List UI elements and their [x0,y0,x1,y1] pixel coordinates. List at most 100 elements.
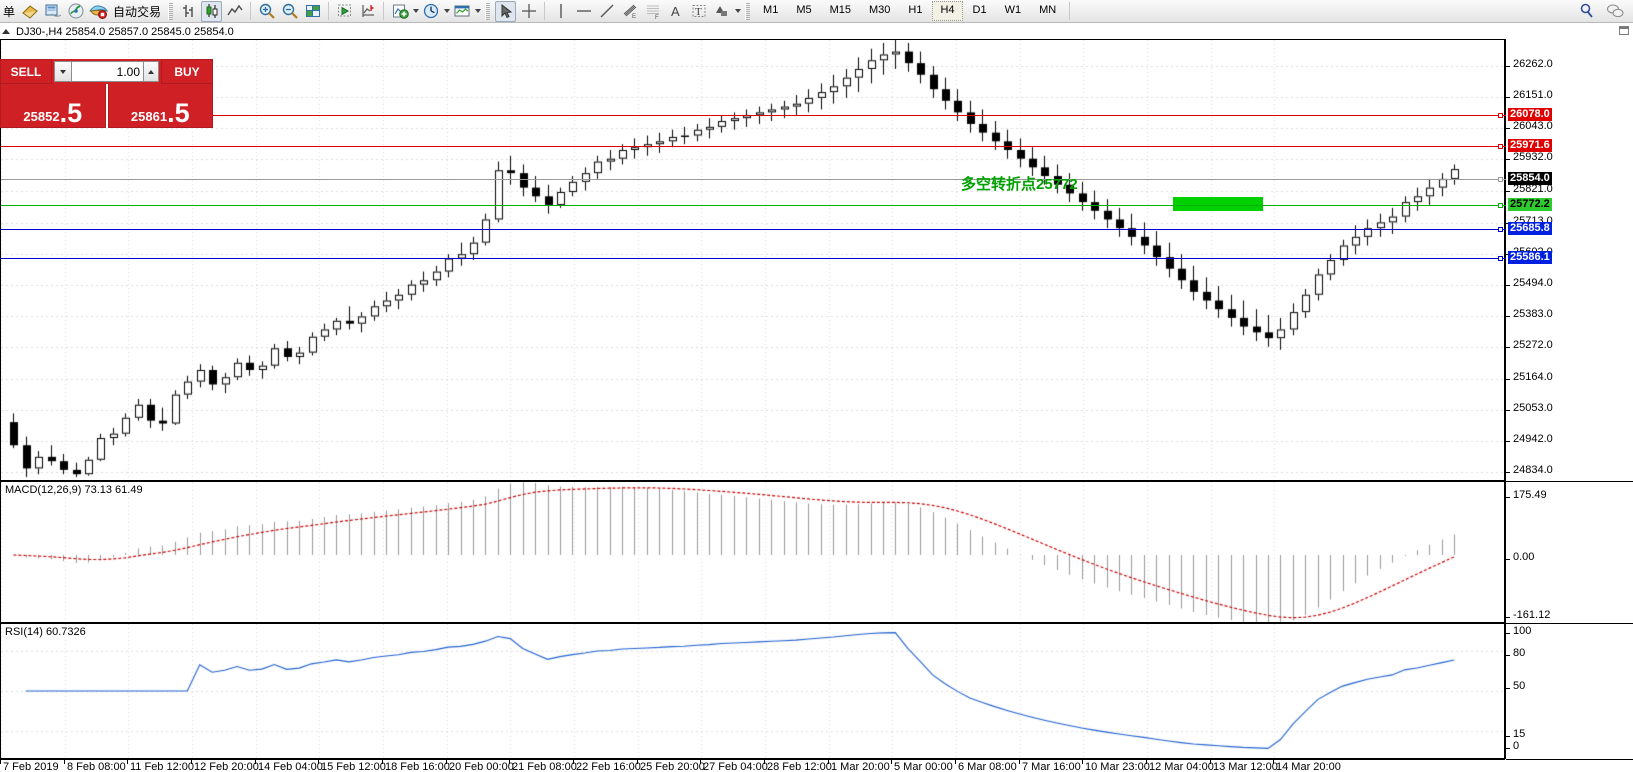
support-line-25685-handle[interactable] [1498,227,1503,232]
toolbar-grip-1[interactable] [168,2,174,20]
volume-control: 1.00 [52,59,161,84]
current-price-line-25854-handle[interactable] [1498,177,1503,182]
templates-icon[interactable] [451,1,472,22]
price-pane[interactable]: 多空转折点25772 [0,39,1506,481]
equidistant-channel-icon[interactable]: E [619,1,640,22]
support-line-25772[interactable] [1,205,1506,206]
timeframe-h1[interactable]: H1 [908,4,923,16]
time-scale-tick-label: 13 Mar 12:00 [1213,761,1278,772]
price-scale-tick-label: 0.00 [1513,551,1535,563]
line-chart-icon[interactable] [224,1,245,22]
sell-price-button[interactable]: 25852 .5 [0,84,106,128]
price-scale-tick-label: 25821.0 [1513,183,1553,195]
timeframe-h4[interactable]: H4 [932,1,963,21]
support-line-25685[interactable] [1,229,1506,230]
fibonacci-retracement-icon[interactable]: F [642,1,663,22]
chart-window: DJ30-,H4 25854.0 25857.0 25845.0 25854.0… [0,23,1633,772]
search-icon[interactable] [1576,1,1597,22]
resistance-line-26078-handle[interactable] [1498,113,1503,118]
navigator-icon[interactable] [65,1,86,22]
timeframe-m30[interactable]: M30 [869,4,891,16]
time-scale-tick-label: 1 Mar 20:00 [831,761,890,772]
buy-price-button[interactable]: 25861 .5 [107,84,214,128]
macd-pane[interactable]: MACD(12,26,9) 73.13 61.49 [0,481,1505,623]
price-scale-tick-label: 80 [1513,647,1526,659]
price-scale-separator [1506,481,1633,482]
price-scale-separator [1506,759,1633,760]
highlight-rectangle[interactable] [1173,197,1263,211]
time-scale-tick-label: 12 Feb 20:00 [194,761,259,772]
support-line-25772-tag[interactable]: 25772.2 [1508,198,1552,211]
shapes-dropdown-icon[interactable] [735,9,742,13]
chart-shift-icon[interactable] [357,1,378,22]
chat-icon[interactable] [1604,1,1625,22]
toolbar-grip-2[interactable] [485,2,491,20]
volume-increase-button[interactable] [143,61,159,82]
collapse-triangle-icon[interactable] [2,29,10,34]
chart-grid-icon[interactable] [302,1,323,22]
autotrading-icon[interactable] [88,1,109,22]
timeframe-m15[interactable]: M15 [829,4,851,16]
timeframe-mn[interactable]: MN [1039,4,1057,16]
price-scale[interactable]: 26262.0 26151.0 26043.0 25932.0 25821.0 25713… [1505,39,1633,760]
bar-chart-icon[interactable] [178,1,199,22]
rsi-pane[interactable]: RSI(14) 60.7326 [0,623,1505,759]
support-line-25685-tag[interactable]: 25685.8 [1508,222,1552,235]
toolbar-grip-3[interactable] [745,2,751,20]
resistance-line-25971-tag[interactable]: 25971.6 [1508,139,1552,152]
resistance-line-26078-tag[interactable]: 26078.0 [1508,108,1552,121]
candlestick-chart-icon[interactable] [201,0,223,22]
templates-dropdown-icon[interactable] [475,9,482,13]
restore-window-button[interactable] [1619,26,1629,35]
toolbar-separator-2 [328,2,330,20]
time-scale-tick-label: 11 Feb 12:00 [130,761,195,772]
support-line-25586-handle[interactable] [1498,256,1503,261]
timeframe-m5[interactable]: M5 [796,4,812,16]
text-label-icon[interactable]: T [688,1,709,22]
price-scale-tick-label: 25383.0 [1513,308,1553,320]
vertical-line-icon[interactable] [550,1,571,22]
new-order-label-cut[interactable]: 单 [3,4,16,19]
support-line-25586[interactable] [1,258,1506,259]
zoom-out-icon[interactable] [279,1,300,22]
chart-annotation-text[interactable]: 多空转折点25772 [961,176,1078,193]
trendline-icon[interactable] [596,1,617,22]
terminal-icon[interactable] [19,1,40,22]
timeframe-d1[interactable]: D1 [972,4,987,16]
market-watch-icon[interactable] [42,1,63,22]
support-line-25772-handle[interactable] [1498,203,1503,208]
timeframe-m1[interactable]: M1 [763,4,779,16]
auto-scroll-icon[interactable] [334,1,355,22]
periodicity-icon[interactable] [420,1,441,22]
time-scale-tick-label: 12 Mar 04:00 [1149,761,1214,772]
price-scale-tick-label: 25053.0 [1513,402,1553,414]
price-scale-tick-label: 15 [1513,728,1526,740]
buy-button-label[interactable]: BUY [161,59,213,84]
zoom-in-icon[interactable] [256,1,277,22]
volume-dropdown-button[interactable] [54,61,72,82]
resistance-line-26078[interactable] [1,115,1506,116]
time-scale-tick-label: 27 Feb 04:00 [703,761,768,772]
timeframe-w1[interactable]: W1 [1004,4,1022,16]
add-indicator-dropdown-icon[interactable] [413,9,420,13]
shapes-icon[interactable] [711,1,732,22]
resistance-line-25971[interactable] [1,146,1506,147]
support-line-25586-tag[interactable]: 25586.1 [1508,251,1552,264]
text-icon[interactable]: A [665,1,686,22]
price-scale-tick-label: 24942.0 [1513,433,1553,445]
autotrading-label[interactable]: 自动交易 [113,4,162,19]
current-price-line-25854[interactable] [1,179,1506,180]
crosshair-icon[interactable] [518,1,539,22]
sell-button-label[interactable]: SELL [0,59,52,84]
cursor-icon[interactable] [495,0,517,22]
horizontal-line-icon[interactable] [573,1,594,22]
add-indicator-icon[interactable] [389,1,410,22]
resistance-line-25971-handle[interactable] [1498,144,1503,149]
current-price-line-25854-tag[interactable]: 25854.0 [1508,172,1552,185]
toolbar-separator-5 [1069,2,1071,20]
toolbar-separator-1 [250,2,252,20]
time-scale[interactable]: 7 Feb 2019 8 Feb 08:00 11 Feb 12:00 12 Feb … [0,759,1505,772]
sell-price-integer: 25852 [23,109,60,124]
periodicity-dropdown-icon[interactable] [444,9,451,13]
volume-input[interactable]: 1.00 [72,61,143,82]
